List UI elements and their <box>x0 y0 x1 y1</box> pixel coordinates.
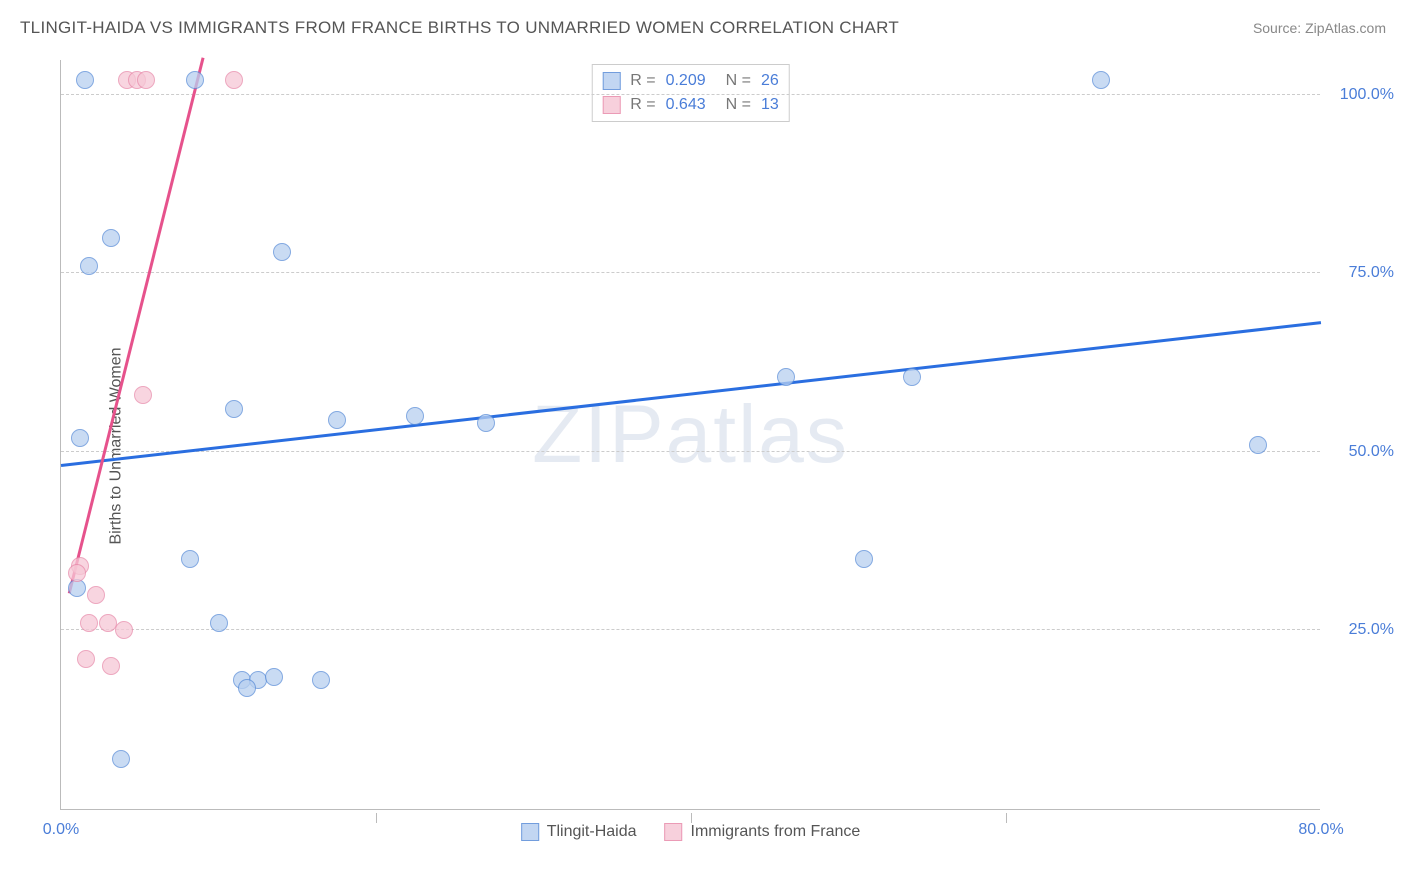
legend-r-value: 0.643 <box>666 93 706 117</box>
legend-n-value: 13 <box>761 93 779 117</box>
scatter-point <box>115 621 133 639</box>
legend-series: Tlingit-Haida Immigrants from France <box>521 823 861 841</box>
scatter-point <box>186 71 204 89</box>
plot-area: ZIPatlas R =0.209N =26R =0.643N =13 Tlin… <box>60 60 1320 810</box>
x-tick <box>376 813 377 823</box>
scatter-point <box>477 414 495 432</box>
gridline-h <box>61 272 1320 273</box>
trend-line <box>68 57 204 593</box>
legend-r-label: R = <box>630 69 655 93</box>
y-tick-label: 25.0% <box>1330 621 1394 639</box>
gridline-h <box>61 94 1320 95</box>
x-tick <box>1006 813 1007 823</box>
scatter-point <box>87 586 105 604</box>
legend-n-label: N = <box>726 93 751 117</box>
scatter-point <box>71 429 89 447</box>
legend-n-value: 26 <box>761 69 779 93</box>
scatter-point <box>406 407 424 425</box>
scatter-point <box>112 750 130 768</box>
gridline-h <box>61 629 1320 630</box>
scatter-point <box>210 614 228 632</box>
legend-swatch <box>665 823 683 841</box>
legend-swatch <box>602 72 620 90</box>
scatter-point <box>102 229 120 247</box>
scatter-point <box>238 679 256 697</box>
legend-item-label: Tlingit-Haida <box>547 823 637 841</box>
legend-r-value: 0.209 <box>666 69 706 93</box>
scatter-point <box>1249 436 1267 454</box>
legend-swatch <box>602 96 620 114</box>
legend-swatch <box>521 823 539 841</box>
scatter-point <box>68 564 86 582</box>
scatter-point <box>312 671 330 689</box>
chart-title: TLINGIT-HAIDA VS IMMIGRANTS FROM FRANCE … <box>20 18 899 38</box>
title-bar: TLINGIT-HAIDA VS IMMIGRANTS FROM FRANCE … <box>20 18 1386 38</box>
scatter-point <box>137 71 155 89</box>
scatter-point <box>225 400 243 418</box>
scatter-point <box>80 614 98 632</box>
legend-row: R = 0.643 N = 13 <box>602 93 779 117</box>
gridline-h <box>61 451 1320 452</box>
scatter-point <box>77 650 95 668</box>
legend-n-label: N = <box>726 69 751 93</box>
scatter-point <box>903 368 921 386</box>
scatter-point <box>265 668 283 686</box>
scatter-point <box>225 71 243 89</box>
x-tick-label: 80.0% <box>1298 821 1343 839</box>
y-tick-label: 100.0% <box>1330 86 1394 104</box>
scatter-point <box>76 71 94 89</box>
x-tick <box>691 813 692 823</box>
x-tick-label: 0.0% <box>43 821 79 839</box>
scatter-point <box>777 368 795 386</box>
y-tick-label: 50.0% <box>1330 443 1394 461</box>
scatter-point <box>80 257 98 275</box>
scatter-point <box>181 550 199 568</box>
legend-row: R = 0.209 N = 26 <box>602 69 779 93</box>
legend-item: Immigrants from France <box>665 823 861 841</box>
scatter-point <box>328 411 346 429</box>
trend-line <box>61 321 1321 466</box>
y-tick-label: 75.0% <box>1330 264 1394 282</box>
scatter-point <box>1092 71 1110 89</box>
scatter-point <box>273 243 291 261</box>
source-label: Source: ZipAtlas.com <box>1253 20 1386 36</box>
scatter-point <box>102 657 120 675</box>
legend-item-label: Immigrants from France <box>691 823 861 841</box>
scatter-point <box>134 386 152 404</box>
legend-r-label: R = <box>630 93 655 117</box>
scatter-point <box>855 550 873 568</box>
legend-item: Tlingit-Haida <box>521 823 637 841</box>
watermark: ZIPatlas <box>532 388 849 482</box>
